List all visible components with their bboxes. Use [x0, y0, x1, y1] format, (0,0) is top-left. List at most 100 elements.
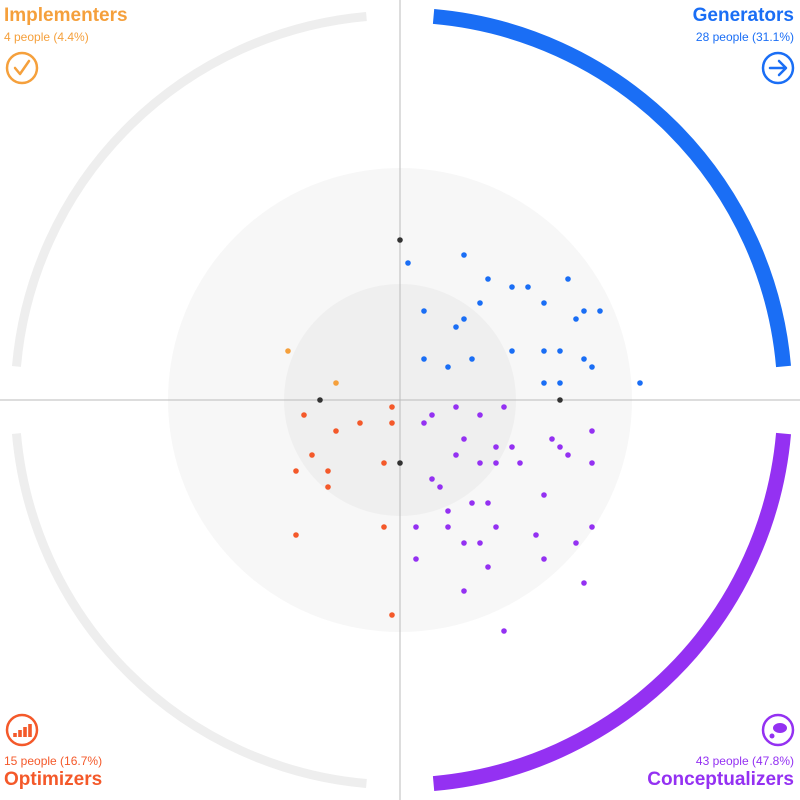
data-point [389, 404, 395, 410]
data-point [461, 540, 467, 546]
icon-bar [28, 724, 32, 737]
data-point [501, 628, 507, 634]
group-count: 28 people (31.1%) [696, 30, 794, 44]
data-point [413, 556, 419, 562]
data-point [445, 364, 451, 370]
data-point [493, 460, 499, 466]
data-point [573, 316, 579, 322]
data-point [477, 540, 483, 546]
data-point [509, 284, 515, 290]
group-icon [5, 713, 39, 747]
data-point [461, 252, 467, 258]
data-point [381, 460, 387, 466]
icon-bar [23, 727, 27, 737]
data-point [437, 484, 443, 490]
data-point [381, 524, 387, 530]
data-point [581, 308, 587, 314]
data-point [285, 348, 291, 354]
data-point [309, 452, 315, 458]
data-point [477, 460, 483, 466]
data-point [429, 476, 435, 482]
group-count: 15 people (16.7%) [4, 754, 102, 768]
data-point [421, 420, 427, 426]
data-point [565, 276, 571, 282]
group-title: Generators [693, 5, 794, 26]
data-point [533, 532, 539, 538]
data-point [333, 380, 339, 386]
data-point [501, 404, 507, 410]
quadrant-arc [11, 433, 367, 789]
data-point [637, 380, 643, 386]
data-point [525, 284, 531, 290]
data-point [541, 348, 547, 354]
data-point [493, 524, 499, 530]
data-point [421, 308, 427, 314]
data-point [477, 412, 483, 418]
data-point [405, 260, 411, 266]
data-point [325, 468, 331, 474]
icon-bar [18, 730, 22, 737]
data-point [413, 524, 419, 530]
data-point [589, 524, 595, 530]
data-point [485, 276, 491, 282]
data-point [469, 356, 475, 362]
data-point [485, 500, 491, 506]
data-point [541, 380, 547, 386]
quadrant-arc [432, 432, 792, 792]
quadrant-arc [432, 8, 792, 368]
data-point [397, 460, 403, 466]
group-count: 43 people (47.8%) [696, 754, 794, 768]
data-point [421, 356, 427, 362]
data-point [293, 468, 299, 474]
data-point [301, 412, 307, 418]
data-point [517, 460, 523, 466]
data-point [389, 612, 395, 618]
group-icon [5, 51, 39, 85]
group-title: Optimizers [4, 769, 102, 790]
data-point [589, 460, 595, 466]
data-point [453, 324, 459, 330]
data-point [461, 436, 467, 442]
quadrant-arc [11, 11, 367, 367]
data-point [565, 452, 571, 458]
data-point [541, 300, 547, 306]
data-point [357, 420, 363, 426]
data-point [453, 404, 459, 410]
data-point [509, 444, 515, 450]
icon-bubble [769, 733, 775, 739]
icon-check [13, 59, 31, 76]
icon-ring [761, 51, 795, 85]
data-point [325, 484, 331, 490]
icon-bar [13, 733, 17, 737]
data-point [445, 524, 451, 530]
data-point [461, 588, 467, 594]
group-count: 4 people (4.4%) [4, 30, 89, 44]
data-point [493, 444, 499, 450]
icon-bubble [773, 723, 787, 733]
group-title: Conceptualizers [647, 769, 794, 790]
data-point [445, 508, 451, 514]
data-point [317, 397, 323, 403]
data-point [541, 492, 547, 498]
group-icon [761, 713, 795, 747]
data-point [485, 564, 491, 570]
data-point [509, 348, 515, 354]
data-point [429, 412, 435, 418]
data-point [469, 500, 475, 506]
data-point [397, 237, 403, 243]
data-point [333, 428, 339, 434]
data-point [557, 380, 563, 386]
data-point [557, 444, 563, 450]
data-point [461, 316, 467, 322]
group-title: Implementers [4, 5, 128, 26]
data-point [573, 540, 579, 546]
data-point [597, 308, 603, 314]
icon-ring [5, 51, 39, 85]
data-point [589, 364, 595, 370]
data-point [293, 532, 299, 538]
data-point [541, 556, 547, 562]
data-point [389, 420, 395, 426]
data-point [581, 580, 587, 586]
data-point [557, 348, 563, 354]
